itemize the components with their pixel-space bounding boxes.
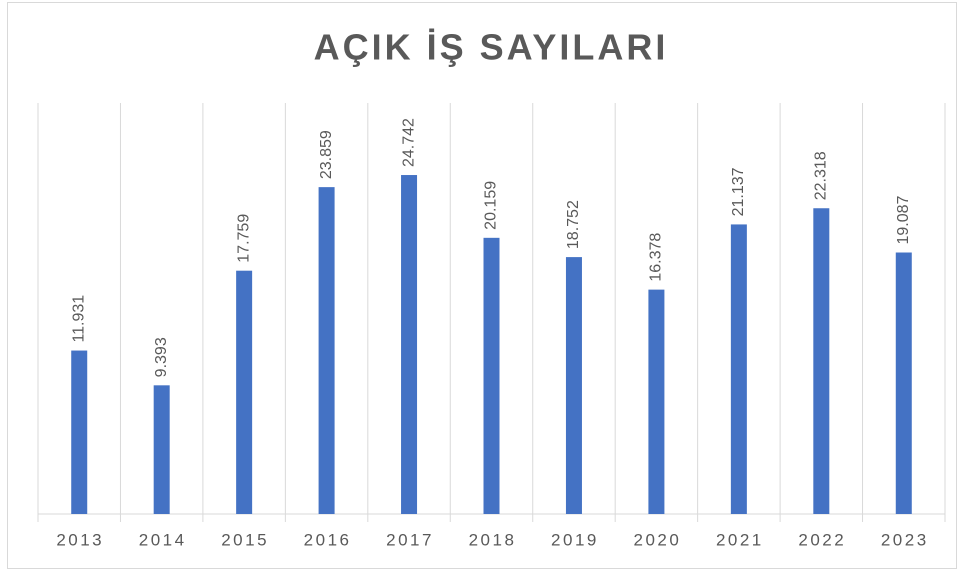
bar	[318, 187, 335, 514]
x-tick-label: 2020	[633, 530, 681, 549]
bar	[153, 385, 170, 514]
value-label: 24.742	[400, 118, 417, 167]
x-tick-label: 2017	[386, 530, 434, 549]
x-tick-label: 2016	[304, 530, 352, 549]
value-label: 21.137	[730, 167, 747, 216]
x-tick-label: 2021	[716, 530, 764, 549]
x-tick-label: 2019	[551, 530, 599, 549]
x-tick-label: 2014	[139, 530, 187, 549]
value-label: 9.393	[153, 337, 170, 377]
value-label: 22.318	[813, 151, 830, 200]
value-label: 20.159	[483, 181, 500, 230]
bar	[565, 257, 582, 514]
value-label: 23.859	[318, 130, 335, 179]
bar	[71, 350, 88, 514]
bar	[648, 289, 665, 514]
x-tick-label: 2013	[56, 530, 104, 549]
x-tick-label: 2018	[469, 530, 517, 549]
bar	[730, 224, 747, 514]
bar	[401, 175, 418, 514]
value-label: 16.378	[648, 233, 665, 282]
bar	[813, 208, 830, 514]
chart-title: AÇIK İŞ SAYILARI	[314, 27, 669, 68]
x-tick-label: 2015	[221, 530, 269, 549]
bar	[483, 237, 500, 514]
value-label: 11.931	[70, 295, 87, 343]
value-label: 19.087	[895, 195, 912, 244]
value-label: 18.752	[565, 200, 582, 249]
x-tick-label: 2022	[798, 530, 846, 549]
bar	[236, 270, 253, 514]
x-tick-label: 2023	[881, 530, 929, 549]
value-label: 17.759	[235, 214, 252, 263]
bar	[895, 252, 912, 514]
